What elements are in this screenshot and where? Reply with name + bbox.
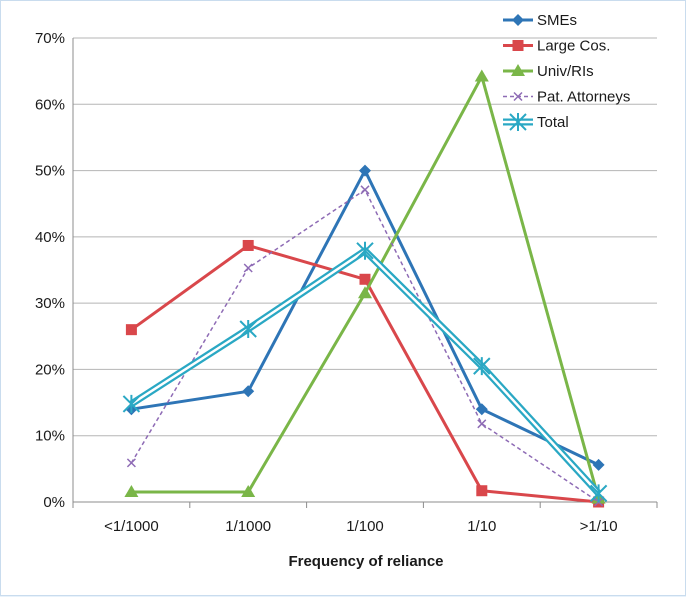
data-point	[356, 241, 374, 260]
data-point	[126, 458, 136, 468]
data-point	[359, 273, 371, 285]
x-axis-title: Frequency of reliance	[288, 553, 443, 570]
y-tick-label: 0%	[43, 494, 65, 511]
y-tick-label: 60%	[35, 96, 65, 113]
data-point	[512, 14, 524, 26]
data-point	[512, 40, 524, 51]
x-tick-label: 1/1000	[225, 518, 271, 535]
data-point	[592, 458, 605, 471]
legend-item: Pat. Attorneys	[503, 89, 630, 106]
legend-label: SMEs	[537, 12, 577, 29]
legend-label: Large Cos.	[537, 38, 610, 55]
legend: SMEs Large Cos. Univ/RIs Pat. Attorneys Tota…	[503, 12, 630, 131]
x-tick-label: <1/1000	[104, 518, 159, 535]
legend-label: Pat. Attorneys	[537, 89, 630, 106]
data-point	[477, 419, 487, 429]
data-point	[474, 69, 489, 82]
data-point	[241, 485, 256, 498]
axes: 0% 10% 20% 30% 40% 50% 60% 70% <1/1000 1/1000 1/10…	[35, 30, 658, 535]
data-point	[359, 164, 371, 177]
y-tick-label: 20%	[35, 361, 65, 378]
data-point	[511, 64, 525, 76]
data-point	[509, 113, 527, 131]
data-point	[239, 319, 257, 338]
series-large-cos	[125, 239, 605, 508]
y-tick-label: 40%	[35, 229, 65, 246]
data-point	[124, 485, 139, 498]
series-total	[122, 241, 608, 503]
x-tick-label: 1/10	[467, 518, 496, 535]
y-tick-label: 50%	[35, 163, 65, 180]
data-point	[513, 91, 523, 102]
legend-item: Large Cos.	[503, 38, 610, 55]
data-point	[122, 394, 141, 413]
data-point	[360, 185, 370, 195]
y-tick-label: 70%	[35, 30, 65, 47]
data-point	[476, 485, 488, 497]
y-tick-label: 10%	[35, 428, 65, 445]
data-point	[125, 324, 137, 336]
legend-label: Univ/RIs	[537, 63, 594, 80]
legend-item: SMEs	[503, 12, 577, 29]
y-tick-label: 30%	[35, 295, 65, 312]
data-point	[358, 286, 372, 299]
legend-label: Total	[537, 114, 569, 131]
legend-item: Univ/RIs	[503, 63, 594, 80]
legend-item: Total	[503, 113, 569, 131]
data-point	[242, 239, 254, 251]
series-pat-attorneys	[126, 185, 604, 507]
data-point	[242, 385, 255, 398]
data-point	[589, 484, 608, 503]
data-point	[473, 357, 491, 376]
x-tick-label: >1/10	[580, 518, 618, 535]
data-point	[475, 403, 488, 416]
series-univ-ris	[124, 69, 606, 504]
data-point	[243, 263, 253, 273]
x-tick-label: 1/100	[346, 518, 384, 535]
series-lines	[122, 69, 608, 508]
